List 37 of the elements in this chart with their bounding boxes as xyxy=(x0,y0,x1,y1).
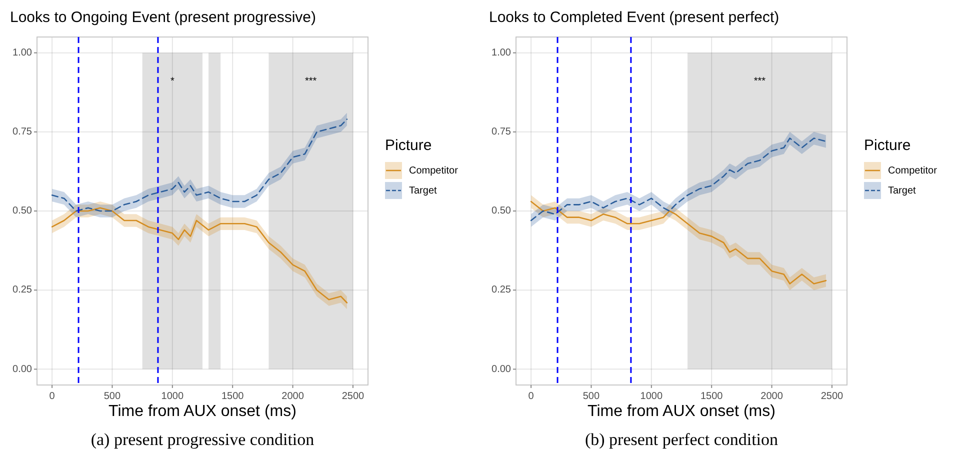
x-tick-label: 0 xyxy=(49,391,56,402)
y-tick-label: 0.00 xyxy=(12,364,32,375)
x-tick-label: 1500 xyxy=(221,391,244,402)
y-tick-label: 0.50 xyxy=(12,206,32,217)
y-tick-label: 0.25 xyxy=(12,284,32,296)
x-tick-label: 1500 xyxy=(700,391,724,402)
y-tick-label: 0.50 xyxy=(492,206,512,217)
y-tick-label: 1.00 xyxy=(492,47,512,58)
legend-title: Picture xyxy=(385,137,432,154)
legend-label: Competitor xyxy=(409,166,459,177)
x-tick-label: 0 xyxy=(528,391,534,402)
band-label: *** xyxy=(754,76,766,87)
legend-label: Competitor xyxy=(888,166,938,177)
y-tick-label: 0.75 xyxy=(492,126,512,138)
x-tick-label: 1000 xyxy=(640,391,663,402)
legend-label: Target xyxy=(409,186,438,197)
text: (a) present progressive condition xyxy=(90,430,315,449)
x-tick-label: 2500 xyxy=(342,391,365,402)
y-tick-label: 1.00 xyxy=(12,47,32,58)
x-axis-title: Time from AUX onset (ms) xyxy=(588,403,776,420)
x-tick-label: 2000 xyxy=(282,391,304,402)
band-label: *** xyxy=(304,76,317,87)
x-tick-label: 1000 xyxy=(161,391,184,402)
text: (b) present perfect condition xyxy=(584,430,779,449)
legend-label: Target xyxy=(888,186,916,197)
x-tick-label: 500 xyxy=(582,391,600,402)
chart-title: Looks to Completed Event (present perfect) xyxy=(489,9,780,26)
x-tick-label: 2500 xyxy=(820,391,844,402)
x-tick-label: 2000 xyxy=(760,391,784,402)
x-axis-title: Time from AUX onset (ms) xyxy=(108,403,296,420)
y-tick-label: 0.25 xyxy=(492,284,512,296)
chart-title: Looks to Ongoing Event (present progressive) xyxy=(10,9,316,26)
y-tick-label: 0.00 xyxy=(492,364,512,375)
x-tick-label: 500 xyxy=(104,391,122,402)
band-label: * xyxy=(170,76,174,87)
legend-title: Picture xyxy=(864,137,911,154)
y-tick-label: 0.75 xyxy=(12,126,32,138)
